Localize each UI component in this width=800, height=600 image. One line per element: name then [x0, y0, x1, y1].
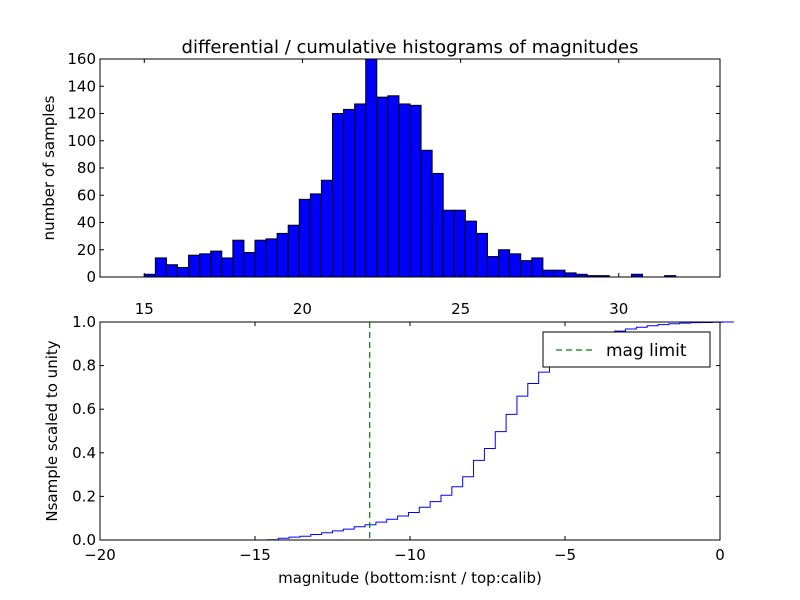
bottom-x-tick-label: −5	[554, 546, 576, 564]
bottom-y-axis-label: Nsample scaled to unity	[43, 340, 61, 521]
histogram-bar	[188, 254, 201, 278]
bottom-x-ticks: −20 −15 −10 −5 0	[84, 322, 725, 564]
histogram-bar	[298, 198, 311, 278]
histogram-bar	[431, 172, 444, 278]
top-y-tick-label: 60	[77, 186, 96, 204]
histogram-bar	[398, 103, 411, 278]
histogram-bar	[387, 95, 400, 278]
histogram-bar	[177, 266, 190, 278]
histogram-bar	[332, 113, 345, 278]
histogram-bar	[409, 104, 422, 278]
histogram-bar	[287, 224, 300, 278]
bottom-y-tick-label: 0.8	[72, 357, 96, 375]
histogram-bar	[553, 269, 566, 278]
histogram-bar	[199, 253, 212, 278]
histogram-bar	[475, 232, 488, 278]
bottom-x-tick-label: −15	[239, 546, 271, 564]
top-plot-frame	[99, 58, 721, 278]
histogram-bar	[354, 103, 367, 278]
top-y-tick-label: 80	[77, 159, 96, 177]
top-y-axis-label: number of samples	[40, 95, 58, 240]
legend-label-mag-limit: mag limit	[606, 341, 687, 361]
top-histogram-panel: differential / cumulative histograms of …	[40, 37, 721, 318]
histogram-bar	[531, 257, 544, 278]
histogram-bar	[442, 209, 455, 278]
bottom-plot-frame	[99, 321, 721, 541]
bottom-x-tick-label: −10	[394, 546, 426, 564]
histogram-bar	[520, 260, 533, 278]
histogram-bar	[210, 250, 223, 278]
histogram-bar	[265, 238, 278, 278]
cumulative-step-line	[100, 321, 734, 541]
histogram-bar	[498, 249, 511, 278]
bottom-y-tick-label: 1.0	[72, 313, 96, 331]
top-x-tick-label: 30	[609, 300, 628, 318]
histogram-bar	[309, 193, 322, 278]
legend: mag limit	[542, 331, 711, 368]
bottom-cumulative-panel: −20 −15 −10 −5 0 0.0 0.2 0.4 0.6 0.8 1.0 magnitud…	[43, 313, 734, 587]
top-y-tick-label: 0	[86, 268, 96, 286]
histogram-bar	[343, 108, 356, 278]
bottom-x-tick-label: −20	[84, 546, 116, 564]
bottom-x-tick-label: 0	[715, 546, 725, 564]
top-y-tick-label: 20	[77, 241, 96, 259]
histogram-bar	[487, 256, 500, 278]
histogram-bar	[509, 253, 522, 278]
top-y-tick-label: 140	[67, 77, 96, 95]
bottom-y-tick-label: 0.6	[72, 400, 96, 418]
histogram-bar	[453, 209, 466, 278]
histogram-bar	[154, 257, 167, 278]
histogram-bar	[542, 269, 555, 278]
histogram-bar	[254, 239, 267, 278]
histogram-bar	[420, 149, 433, 278]
top-y-tick-label: 40	[77, 214, 96, 232]
histogram-bar	[320, 179, 333, 278]
histogram-bar	[165, 264, 178, 278]
top-y-tick-label: 160	[67, 50, 96, 68]
histogram-bar	[464, 220, 477, 278]
top-y-tick-label: 120	[67, 105, 96, 123]
top-x-tick-label: 25	[451, 300, 470, 318]
bottom-y-tick-label: 0.0	[72, 531, 96, 549]
top-x-ticks: 15 20 25 30	[135, 59, 628, 318]
top-x-tick-label: 15	[135, 300, 154, 318]
histogram-bar	[276, 232, 289, 278]
bottom-y-tick-label: 0.4	[72, 444, 96, 462]
bottom-x-axis-label: magnitude (bottom:isnt / top:calib)	[278, 569, 542, 587]
histogram-bar	[243, 251, 256, 278]
top-y-tick-label: 100	[67, 132, 96, 150]
top-chart-title: differential / cumulative histograms of …	[182, 37, 639, 58]
histogram-bar	[221, 257, 234, 278]
histogram-bar	[564, 272, 577, 278]
histogram-bar	[376, 96, 389, 278]
top-x-tick-label: 20	[293, 300, 312, 318]
bottom-y-tick-label: 0.2	[72, 487, 96, 505]
histogram-bar	[365, 58, 378, 278]
top-histogram-bars	[143, 58, 677, 278]
histogram-bar	[232, 239, 245, 278]
